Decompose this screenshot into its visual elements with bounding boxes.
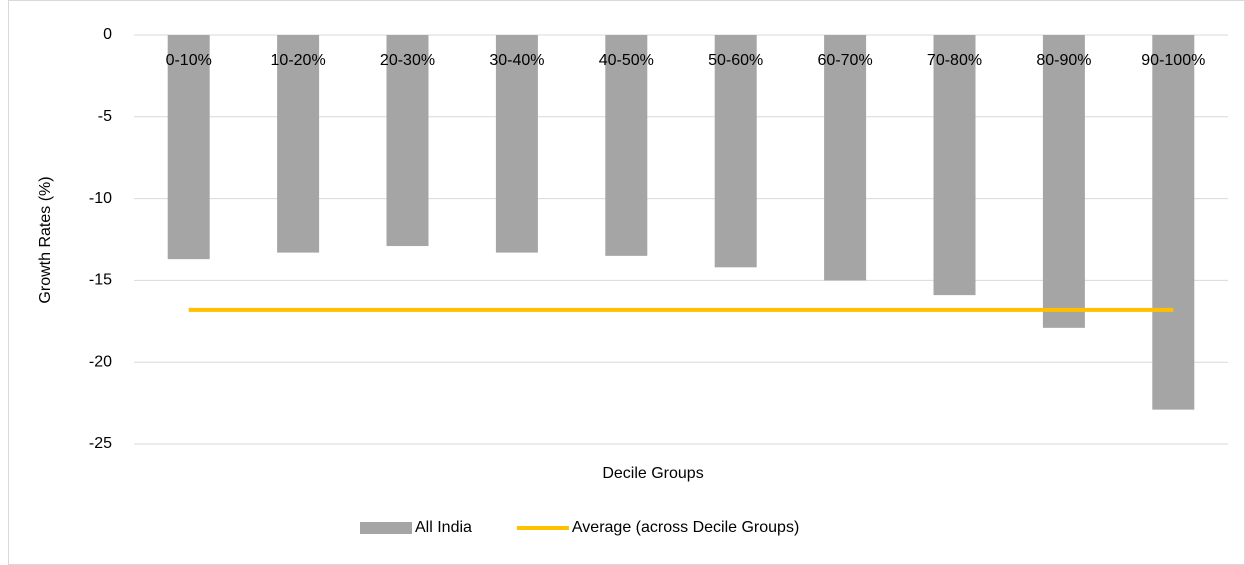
y-tick-label: -25 xyxy=(89,435,112,452)
bar xyxy=(495,35,538,253)
bar xyxy=(933,35,976,296)
x-tick-label: 10-20% xyxy=(271,52,326,69)
bar xyxy=(824,35,867,281)
bar xyxy=(386,35,429,247)
x-tick-label: 30-40% xyxy=(489,52,544,69)
x-tick-label: 20-30% xyxy=(380,52,435,69)
y-tick-label: -20 xyxy=(89,353,112,370)
bar xyxy=(605,35,648,256)
x-tick-label: 90-100% xyxy=(1141,52,1205,69)
y-tick-label: -15 xyxy=(89,272,112,289)
y-tick-label: 0 xyxy=(103,26,112,43)
x-tick-label: 80-90% xyxy=(1036,52,1091,69)
bar xyxy=(277,35,320,253)
x-tick-label: 70-80% xyxy=(927,52,982,69)
y-axis-label: Growth Rates (%) xyxy=(37,176,54,303)
bar xyxy=(714,35,757,268)
bar xyxy=(1042,35,1085,328)
x-tick-label: 0-10% xyxy=(166,52,212,69)
x-tick-label: 60-70% xyxy=(818,52,873,69)
x-tick-label: 40-50% xyxy=(599,52,654,69)
y-tick-label: -10 xyxy=(89,190,112,207)
legend-swatch xyxy=(360,522,412,534)
legend-label: All India xyxy=(415,519,472,536)
bar xyxy=(167,35,210,260)
y-tick-label: -5 xyxy=(98,108,112,125)
x-axis-label: Decile Groups xyxy=(602,465,703,482)
bar xyxy=(1152,35,1195,410)
legend-label: Average (across Decile Groups) xyxy=(572,519,799,536)
x-tick-label: 50-60% xyxy=(708,52,763,69)
